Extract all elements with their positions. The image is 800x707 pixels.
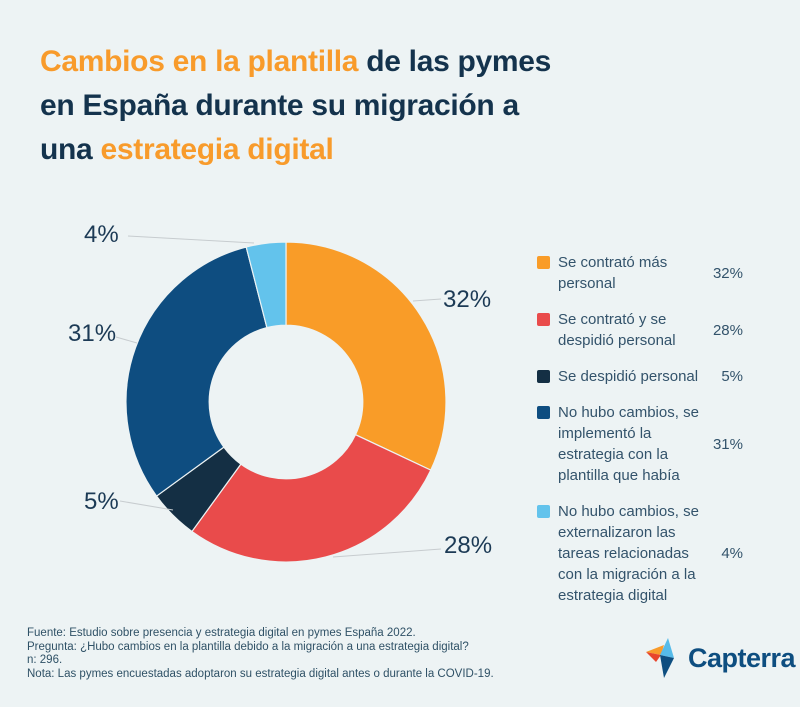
logo-triangle-red xyxy=(646,652,661,662)
legend-item: Se despidió personal 5% xyxy=(537,366,743,387)
donut-slice-4 xyxy=(245,241,287,329)
legend-swatch-lightblue xyxy=(537,505,550,518)
source-notes: Fuente: Estudio sobre presencia y estrat… xyxy=(27,627,494,681)
legend-value: 31% xyxy=(712,435,743,453)
title-dark-3: una xyxy=(40,133,101,166)
chart-legend: Se contrató más personal 32% Se contrató… xyxy=(537,252,743,621)
legend-swatch-blue xyxy=(537,406,550,419)
data-label-4pct: 4% xyxy=(84,221,119,248)
note-fuente: Fuente: Estudio sobre presencia y estrat… xyxy=(27,627,416,639)
legend-item: No hubo cambios, se externalizaron las t… xyxy=(537,501,743,606)
logo-triangle-lightblue xyxy=(660,638,674,658)
legend-swatch-red xyxy=(537,313,550,326)
data-label-28pct: 28% xyxy=(444,532,493,559)
legend-label: Se contrató y se despidió personal xyxy=(558,311,676,349)
data-label-31pct: 31% xyxy=(68,320,117,347)
title-accent-1: Cambios en la plantilla xyxy=(40,45,359,78)
note-n: n: 296. xyxy=(27,654,63,666)
donut-slice-1 xyxy=(191,433,432,563)
note-nota: Nota: Las pymes encuestadas adoptaron su… xyxy=(27,667,494,680)
legend-swatch-orange xyxy=(537,256,550,269)
donut-slice-3 xyxy=(125,246,268,497)
donut-chart xyxy=(125,241,447,563)
capterra-logo: Capterra xyxy=(645,637,796,679)
logo-triangle-orange xyxy=(646,645,664,655)
data-label-5pct: 5% xyxy=(84,488,119,515)
logo-triangle-blue xyxy=(660,655,674,678)
legend-label: No hubo cambios, se externalizaron las t… xyxy=(558,503,699,604)
legend-item: Se contrató más personal 32% xyxy=(537,252,743,294)
page-title: Cambios en la plantilla de las pymes en … xyxy=(40,40,680,172)
legend-value: 32% xyxy=(712,264,743,282)
title-line-2: en España durante su migración a xyxy=(40,84,680,128)
legend-label: Se despidió personal xyxy=(558,368,699,385)
legend-value: 4% xyxy=(721,545,743,562)
note-pregunta: Pregunta: ¿Hubo cambios en la plantilla … xyxy=(27,640,469,653)
donut-slice-0 xyxy=(285,241,447,471)
legend-swatch-navy xyxy=(537,370,550,383)
data-label-32pct: 32% xyxy=(443,286,492,313)
legend-value: 5% xyxy=(721,368,743,385)
legend-label: Se contrató más personal xyxy=(558,254,668,292)
capterra-logo-icon xyxy=(646,638,674,678)
legend-item: Se contrató y se despidió personal 28% xyxy=(537,309,743,351)
title-line-3: una estrategia digital xyxy=(40,128,680,172)
legend-label: No hubo cambios, se implementó la estrat… xyxy=(558,404,699,484)
legend-value: 28% xyxy=(712,321,743,339)
title-dark-1: de las pymes xyxy=(358,45,552,78)
title-accent-3: estrategia digital xyxy=(100,133,334,166)
title-dark-2: en España durante su migración a xyxy=(40,89,519,122)
legend-item: No hubo cambios, se implementó la estrat… xyxy=(537,402,743,486)
title-line-1: Cambios en la plantilla de las pymes xyxy=(40,40,680,84)
capterra-wordmark: Capterra xyxy=(688,642,796,673)
